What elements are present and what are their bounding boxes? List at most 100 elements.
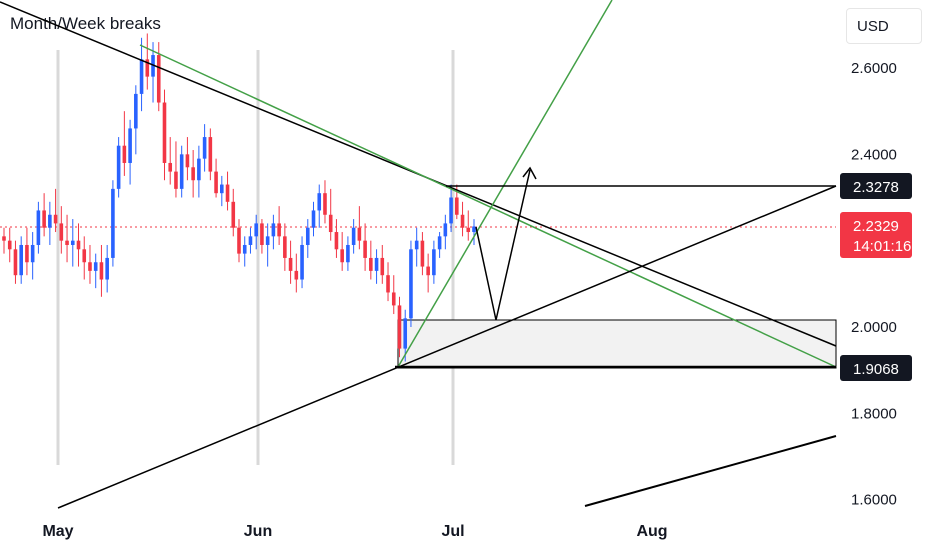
candle [151,42,155,103]
candle-body [386,275,390,293]
candle [134,85,138,155]
candle-body [30,244,35,263]
candle [145,33,150,90]
candle-body [19,244,23,276]
candle [111,180,115,267]
support-zone[interactable] [397,319,837,369]
candle [340,232,344,271]
candle-body [437,236,442,250]
candle [294,253,299,293]
candles [2,33,476,362]
candle-body [248,236,253,245]
candle [116,137,121,198]
candle-body [122,145,127,163]
candle-body [116,145,121,189]
candle [300,236,304,289]
candle-body [277,223,281,237]
candle-body [305,227,310,245]
candle [202,124,207,172]
candle-body [59,223,64,241]
candle-body [128,128,132,163]
candle [231,188,236,237]
candle-body [357,227,362,241]
y-tick-label: 1.8000 [851,405,897,422]
candle-body [323,193,327,215]
candle-body [105,257,109,280]
candle-body [65,240,69,245]
candle-body [2,236,6,241]
chart-title: Month/Week breaks [10,14,161,33]
candle [139,37,144,112]
candle [391,275,396,315]
candle [36,201,41,254]
y-axis: 2.6000 2.4000 2.0000 1.8000 1.6000 [851,60,897,509]
candle [432,240,436,284]
candle [174,141,178,198]
candle [122,111,127,176]
drawings[interactable] [0,0,837,509]
candle [214,158,218,198]
candle-body [265,236,270,245]
candle-body [208,137,213,172]
candle-body [351,227,356,245]
currency-selector[interactable]: USD [846,8,922,44]
candle [363,223,367,271]
candle-body [13,249,18,276]
last-price-text: 2.2329 [853,218,899,235]
candle-body [403,318,408,349]
candle-body [134,93,138,129]
candle [346,236,350,271]
candle [277,206,281,245]
candle [265,223,270,267]
candle-body [82,249,87,263]
candle-body [53,214,58,224]
candle-body [99,262,104,280]
candle-body [139,59,144,94]
descending-trendline-green [139,44,837,368]
candle [409,240,413,327]
candle [7,227,12,263]
candle [369,240,373,280]
candle [2,227,6,254]
y-tick-label: 1.6000 [851,492,897,509]
candle-body [432,249,436,276]
candle-body [455,197,459,215]
candle-body [328,214,333,233]
candle-body [191,167,195,181]
candle-body [443,223,448,237]
projection-path [475,169,531,321]
candle-body [197,158,201,181]
candle [288,240,293,284]
candle-body [70,240,75,245]
candle-body [260,223,264,245]
candle-body [242,244,247,254]
x-tick-label: May [42,523,73,540]
candle-body [369,257,373,271]
candle-body [111,188,115,258]
candle-body [334,232,339,250]
last-price-tag: 2.2329 14:01:16 [840,212,912,258]
candle-body [48,214,52,228]
candle [30,232,35,280]
candle-body [466,227,471,233]
candle [414,227,419,267]
x-tick-label: Jun [244,523,272,540]
candle [191,150,195,198]
candle [323,180,327,224]
candle [334,219,339,258]
candle-body [7,240,12,250]
candle-body [179,154,184,189]
candle-body [472,226,476,233]
candle-body [460,214,465,228]
candle [179,145,184,198]
candle [88,244,92,284]
y-tick-label: 2.0000 [851,319,897,336]
candle [162,89,167,181]
candle [254,214,258,250]
x-tick-label: Jul [441,523,464,540]
candle [357,206,362,250]
candle-body [214,171,218,194]
candle [374,249,379,284]
candle [380,244,385,284]
